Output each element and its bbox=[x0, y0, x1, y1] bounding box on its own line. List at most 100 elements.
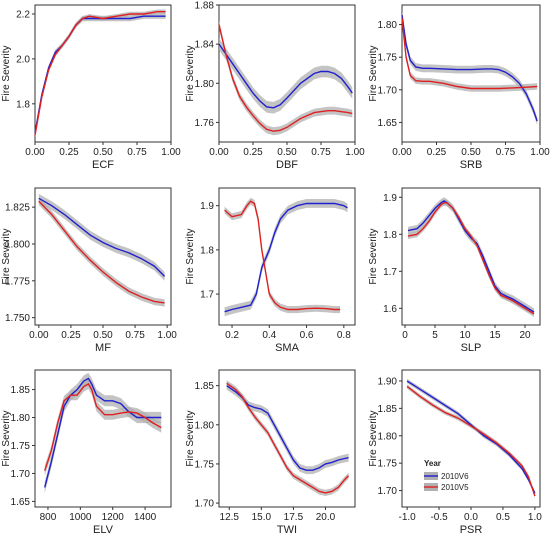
confidence-band-2010v5 bbox=[226, 380, 349, 496]
y-tick-label: 1.65 bbox=[11, 497, 31, 508]
legend-entry-label: 2010V6 bbox=[441, 472, 469, 481]
series-line-2010v6 bbox=[44, 377, 162, 488]
y-tick-label: 1.75 bbox=[11, 441, 31, 452]
y-tick-label: 1.75 bbox=[195, 459, 215, 470]
x-tick-label: 10 bbox=[459, 330, 471, 341]
x-tick-label: 1.00 bbox=[345, 147, 365, 158]
x-tick-label: 0.75 bbox=[311, 147, 331, 158]
x-tick-label: 0.00 bbox=[392, 147, 412, 158]
confidence-band-2010v6 bbox=[226, 381, 349, 475]
y-tick-label: 1.775 bbox=[5, 276, 30, 287]
series-line-2010v5 bbox=[226, 382, 350, 494]
y-axis-title: Fire Severity bbox=[185, 228, 196, 284]
series-line-2010v6 bbox=[38, 197, 166, 277]
y-tick-label: 2.2 bbox=[16, 9, 30, 20]
series-line-2010v6 bbox=[224, 202, 348, 313]
confidence-band-2010v6 bbox=[402, 10, 538, 125]
legend-title: Year bbox=[424, 459, 441, 468]
x-tick-label: 0.75 bbox=[496, 147, 516, 158]
y-axis-title: Fire Severity bbox=[368, 45, 379, 101]
x-tick-label: 1.0 bbox=[528, 512, 542, 523]
y-tick-label: 1.800 bbox=[5, 239, 30, 250]
x-axis-title: MF bbox=[95, 342, 111, 354]
chart-panel-psr: -1.0 -0.5 0.0 0.5 1.0 1.70 1.75 1.80 1.85 1.90 PSR… bbox=[368, 369, 542, 536]
series-line-2010v5 bbox=[218, 24, 353, 132]
y-tick-label: 1.6 bbox=[383, 304, 397, 315]
confidence-band-2010v5 bbox=[408, 199, 534, 317]
chart-panel-twi: 12.5 15.0 17.5 20.0 1.70 1.75 1.80 1.85 TWI Fire … bbox=[185, 369, 356, 536]
series-line-2010v6 bbox=[218, 43, 353, 109]
confidence-band-2010v5 bbox=[44, 378, 162, 476]
x-axis-title: SMA bbox=[275, 342, 300, 354]
y-tick-label: 1.80 bbox=[195, 79, 215, 90]
x-tick-label: 1200 bbox=[102, 512, 125, 523]
x-tick-label: 0.00 bbox=[209, 147, 229, 158]
x-tick-label: 12.5 bbox=[220, 512, 240, 523]
y-tick-label: 1.7 bbox=[200, 290, 214, 301]
legend-key-2010v6 bbox=[424, 472, 438, 480]
x-axis-title: SRB bbox=[460, 159, 483, 171]
y-tick-label: 1.70 bbox=[11, 469, 31, 480]
y-axis-title: Fire Severity bbox=[185, 45, 196, 101]
x-tick-label: 17.5 bbox=[284, 512, 304, 523]
confidence-band-2010v5 bbox=[402, 14, 538, 92]
y-tick-label: 1.8 bbox=[383, 230, 397, 241]
x-tick-label: 0.00 bbox=[25, 147, 45, 158]
x-tick-label: 800 bbox=[40, 512, 57, 523]
x-tick-label: 0.25 bbox=[59, 147, 79, 158]
y-tick-label: 1.80 bbox=[378, 431, 398, 442]
series-line-2010v5 bbox=[224, 200, 341, 311]
x-axis-title: ECF bbox=[92, 159, 114, 171]
confidence-band-2010v6 bbox=[219, 38, 353, 114]
x-tick-label: 0.2 bbox=[225, 330, 239, 341]
x-tick-label: 20 bbox=[519, 330, 531, 341]
confidence-band-2010v6 bbox=[407, 378, 535, 496]
x-tick-label: 0.50 bbox=[93, 147, 113, 158]
y-tick-label: 1.80 bbox=[378, 20, 398, 31]
x-tick-label: 0.25 bbox=[243, 147, 263, 158]
y-tick-label: 2.0 bbox=[16, 54, 30, 65]
x-tick-label: 15.0 bbox=[252, 512, 272, 523]
y-axis-title: Fire Severity bbox=[368, 410, 379, 466]
x-axis-title: PSR bbox=[460, 524, 483, 536]
y-tick-label: 1.85 bbox=[11, 385, 31, 396]
x-tick-label: 0.75 bbox=[127, 147, 147, 158]
chart-panel-srb: 0.00 0.25 0.50 0.75 1.00 1.65 1.70 1.75 1.80 SRB F… bbox=[368, 4, 550, 171]
x-tick-label: 1400 bbox=[134, 512, 157, 523]
x-tick-label: 20.0 bbox=[316, 512, 336, 523]
confidence-band-2010v6 bbox=[44, 372, 162, 493]
x-tick-label: 0.00 bbox=[29, 330, 49, 341]
y-axis-title: Fire Severity bbox=[1, 410, 12, 466]
chart-panel-ecf: 0.00 0.25 0.50 0.75 1.00 1.8 2.0 2.2 ECF Fire Sev… bbox=[1, 4, 181, 171]
chart-panel-sma: 0.2 0.4 0.6 0.8 1.7 1.8 1.9 SMA Fire Severity bbox=[185, 187, 356, 354]
x-axis-title: SLP bbox=[461, 342, 482, 354]
y-tick-label: 1.9 bbox=[383, 193, 397, 204]
series-line-2010v6 bbox=[34, 15, 166, 134]
y-tick-label: 1.84 bbox=[195, 40, 215, 51]
y-tick-label: 1.65 bbox=[378, 118, 398, 129]
series-line-2010v5 bbox=[407, 202, 535, 315]
x-axis-title: ELV bbox=[93, 524, 114, 536]
x-tick-label: 0.25 bbox=[427, 147, 447, 158]
series-line-2010v5 bbox=[34, 10, 166, 136]
y-tick-label: 1.90 bbox=[378, 376, 398, 387]
series-line-2010v5 bbox=[44, 383, 162, 471]
panel-frame bbox=[218, 187, 356, 326]
y-tick-label: 1.7 bbox=[383, 267, 397, 278]
y-axis-title: Fire Severity bbox=[185, 410, 196, 466]
y-tick-label: 1.85 bbox=[195, 381, 215, 392]
series-line-2010v5 bbox=[401, 17, 538, 90]
x-tick-label: 0.4 bbox=[262, 330, 276, 341]
series-line-2010v5 bbox=[38, 200, 165, 304]
y-tick-label: 1.9 bbox=[200, 201, 214, 212]
x-axis-title: TWI bbox=[277, 524, 297, 536]
y-tick-label: 1.8 bbox=[200, 245, 214, 256]
panel-frame bbox=[34, 369, 172, 508]
x-tick-label: 0.50 bbox=[93, 330, 113, 341]
y-axis-title: Fire Severity bbox=[1, 228, 12, 284]
x-tick-label: 15 bbox=[489, 330, 501, 341]
y-axis-title: Fire Severity bbox=[1, 45, 12, 101]
series-line-2010v6 bbox=[401, 14, 538, 122]
